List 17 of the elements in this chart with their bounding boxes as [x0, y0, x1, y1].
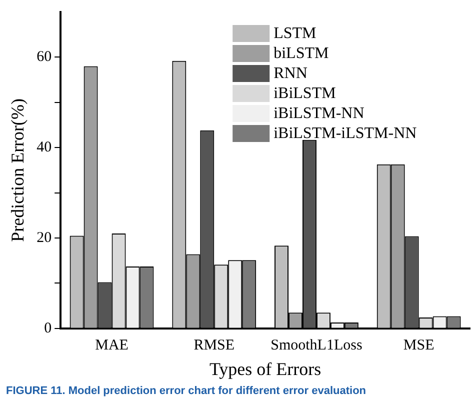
y-tick-label: 20 [36, 230, 52, 246]
x-tick-label: MAE [95, 337, 128, 354]
legend-label: iBiLSTM-NN [274, 105, 365, 122]
caption: FIGURE 11. Model prediction error chart for different error evaluation [6, 385, 366, 397]
x-tick-label: RMSE [194, 337, 235, 354]
legend-label: RNN [274, 65, 308, 82]
x-axis-title: Types of Errors [209, 358, 322, 379]
x-tick-label: MSE [403, 337, 434, 354]
y-tick-label: 40 [36, 140, 52, 156]
legend-label: LSTM [274, 25, 316, 42]
y-axis-title: Prediction Error(%) [8, 98, 28, 242]
legend-label: biLSTM [274, 45, 329, 62]
legend-label: iBiLSTM-iLSTM-NN [274, 125, 418, 142]
y-tick-label: 0 [44, 320, 52, 336]
y-tick-label: 60 [36, 49, 52, 66]
legend-label: iBiLSTM [274, 85, 336, 102]
x-tick-label: SmoothL1Loss [270, 337, 362, 354]
